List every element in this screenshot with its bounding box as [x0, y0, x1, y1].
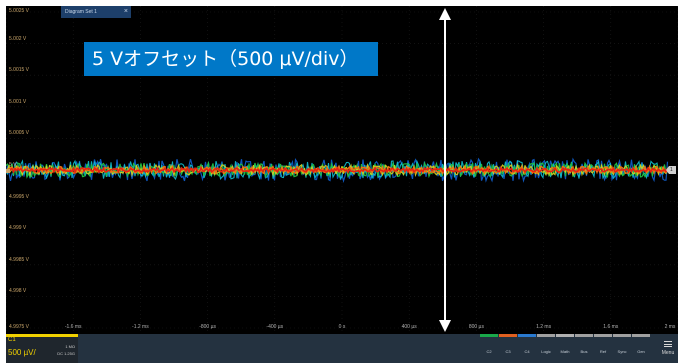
x-axis-label: 1.2 ms: [536, 324, 552, 330]
toolbar-button-c2[interactable]: C2: [480, 334, 498, 363]
offset-banner: 5 Vオフセット（500 μV/div）: [84, 42, 378, 76]
channel-scale: 500 µV/: [8, 348, 36, 357]
diagram-tab-label: Diagram Set 1: [65, 9, 97, 15]
menu-label: Menu: [661, 350, 675, 356]
x-axis-label: 800 µs: [468, 324, 484, 330]
y-axis-label: 4.999 V: [9, 225, 27, 232]
x-axis-label: 400 µs: [401, 324, 417, 330]
x-axis-label: 1.6 ms: [603, 324, 619, 330]
toolbar-button-label: C4: [524, 349, 530, 354]
menu-button[interactable]: Menu: [658, 334, 678, 363]
toolbar-button-label: Ref: [599, 349, 607, 354]
y-axis-label: 4.9995 V: [9, 193, 30, 200]
toolbar-button-c4[interactable]: C4: [518, 334, 536, 363]
toolbar-button-color-bar: [594, 334, 612, 337]
toolbar-button-ref[interactable]: Ref: [594, 334, 612, 363]
y-axis-label: 5.0015 V: [9, 67, 30, 74]
channel-impedance: 1 MΩ: [65, 344, 75, 349]
toolbar-button-color-bar: [575, 334, 593, 337]
toolbar-button-gen[interactable]: Gen: [632, 334, 650, 363]
channel-name: C1: [8, 337, 16, 343]
y-axis-label: 5.0005 V: [9, 130, 30, 137]
x-axis-label: -400 µs: [266, 324, 284, 330]
toolbar-button-color-bar: [556, 334, 574, 337]
toolbar-button-color-bar: [537, 334, 555, 337]
y-axis-label: 4.998 V: [9, 288, 27, 295]
double-arrow-icon: [439, 8, 451, 332]
noise-band: [6, 166, 669, 175]
toolbar-button-color-bar: [632, 334, 650, 337]
y-axis-label: 5.0025 V: [9, 8, 30, 14]
close-icon[interactable]: ×: [123, 8, 128, 15]
channel-offset-marker-label: 1: [670, 167, 673, 173]
toolbar-button-label: Math: [560, 349, 570, 354]
x-axis-label: 2 ms: [664, 324, 676, 330]
toolbar-button-bus[interactable]: Bus: [575, 334, 593, 363]
toolbar-button-color-bar: [518, 334, 536, 337]
toolbar-button-label: Bus: [580, 349, 588, 354]
x-axis-label: -1.2 ms: [132, 324, 149, 330]
toolbar-button-color-bar: [480, 334, 498, 337]
x-axis-label: -1.6 ms: [64, 324, 82, 330]
toolbar-button-color-bar: [499, 334, 517, 337]
diagram-tab[interactable]: Diagram Set 1 ×: [61, 6, 131, 18]
toolbar-button-label: Logic: [541, 349, 551, 354]
oscilloscope-display[interactable]: Diagram Set 1 × 5.0025 V 5.002 V 5.0015 V 5…: [6, 6, 678, 334]
channel-offset-marker[interactable]: 1: [666, 166, 676, 174]
y-axis-label: 4.9975 V: [9, 324, 30, 330]
x-axis-label: 0 s: [338, 324, 346, 330]
menu-icon: [664, 341, 672, 347]
y-axis-label: 5.001 V: [9, 98, 27, 105]
trigger-level-marker[interactable]: [6, 169, 10, 173]
toolbar-button-label: C3: [505, 349, 511, 354]
y-axis-label: 5.002 V: [9, 35, 27, 42]
y-axis-label: 5 V: [9, 162, 17, 168]
toolbar-button-c3[interactable]: C3: [499, 334, 517, 363]
y-axis-label: 4.9985 V: [9, 256, 30, 263]
toolbar-button-label: Sync: [617, 349, 627, 354]
channel-info-box[interactable]: C1 500 µV/ 1 MΩ DC 1.25G: [6, 334, 78, 363]
toolbar-button-label: Gen: [637, 349, 645, 354]
channel-coupling: DC 1.25G: [57, 351, 75, 356]
toolbar-button-logic[interactable]: Logic: [537, 334, 555, 363]
signal-trace: [6, 157, 669, 183]
bottom-toolbar: C1 500 µV/ 1 MΩ DC 1.25G C2 C3 C4 Logic Math…: [6, 334, 678, 363]
x-axis-label: -800 µs: [199, 324, 216, 330]
toolbar-button-math[interactable]: Math: [556, 334, 574, 363]
toolbar-button-color-bar: [613, 334, 631, 337]
toolbar-button-sync[interactable]: Sync: [613, 334, 631, 363]
toolbar-button-label: C2: [486, 349, 492, 354]
